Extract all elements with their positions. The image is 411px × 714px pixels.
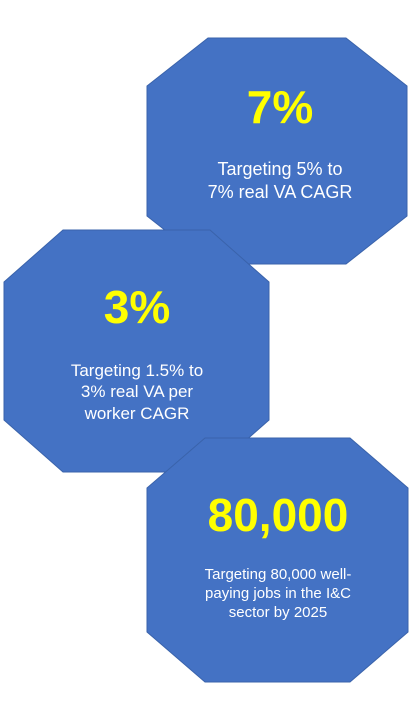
hexagon-2-content: 3% Targeting 1.5% to 3% real VA per work… — [6, 284, 268, 424]
hexagon-2-description: Targeting 1.5% to 3% real VA per worker … — [70, 361, 204, 423]
hexagon-1-description: Targeting 5% to 7% real VA CAGR — [207, 159, 353, 202]
hexagon-1-value: 7% — [246, 81, 314, 133]
hexagon-3 — [146, 437, 409, 683]
hexagon-3-value: 80,000 — [207, 489, 349, 541]
hexagon-2 — [3, 229, 270, 473]
hexagon-2-value: 3% — [103, 281, 171, 333]
hexagon-1-content: 7% Targeting 5% to 7% real VA CAGR — [150, 84, 410, 203]
hexagon-3-description: Targeting 80,000 well- paying jobs in th… — [204, 566, 352, 621]
hexagon-3-content: 80,000 Targeting 80,000 well- paying job… — [150, 492, 406, 622]
